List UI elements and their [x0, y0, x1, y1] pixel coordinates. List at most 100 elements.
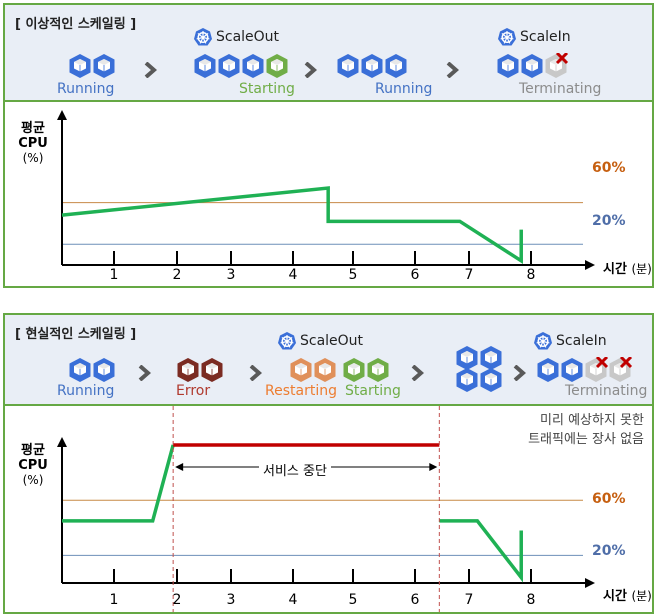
- state-running: Running: [57, 383, 115, 399]
- pod-icon: [480, 368, 502, 392]
- pod-icon: [290, 358, 312, 382]
- panel-title: [ 현실적인 스케일링 ]: [15, 327, 137, 342]
- pod-icon: [242, 54, 264, 78]
- pod-icon: [456, 346, 478, 370]
- pod-group-error: [175, 357, 223, 383]
- scale-out-event: ScaleOut: [193, 27, 279, 47]
- panel-title: [ 이상적인 스케일링 ]: [15, 17, 137, 32]
- x-tick-label: 1: [109, 267, 119, 283]
- y-axis-unit: (%): [22, 151, 44, 165]
- x-axis-unit: (분): [631, 262, 652, 276]
- chevron-right-icon: [304, 62, 317, 78]
- pod-icon: [218, 54, 240, 78]
- scale-in-label: ScaleIn: [520, 29, 571, 45]
- x-axis-title: 시간 (분): [603, 585, 652, 604]
- x-tick-label: 1: [109, 592, 119, 608]
- kubernetes-icon: [278, 332, 296, 350]
- pod-icon: [69, 358, 91, 382]
- annotation-note: 미리 예상하지 못한 트래픽에는 장사 없음: [528, 411, 644, 449]
- pod-icon: [201, 358, 223, 382]
- x-axis-arrow: [585, 260, 595, 270]
- pod-icon: [385, 54, 407, 78]
- chevron-right-icon: [513, 365, 526, 381]
- terminating-pod-icon: [585, 357, 609, 382]
- realistic-scaling-panel: [ 현실적인 스케일링 ] ScaleOut ScaleIn Running E…: [3, 313, 654, 614]
- cpu-line-chart: [57, 406, 595, 612]
- y-axis-title: 평균 CPU (%): [13, 443, 53, 488]
- x-tick-label: 8: [526, 592, 536, 608]
- terminating-pod-icon: [545, 53, 569, 78]
- x-axis-unit: (분): [631, 589, 652, 603]
- scale-in-event: ScaleIn: [497, 27, 571, 47]
- pod-icon: [537, 358, 559, 382]
- series-line: [439, 519, 523, 583]
- x-tick-label: 3: [226, 267, 236, 283]
- pod-icon: [314, 358, 336, 382]
- x-tick-label: 7: [464, 267, 474, 283]
- pod-icon: [93, 54, 115, 78]
- kubernetes-icon: [534, 332, 552, 350]
- pod-group-starting: [192, 53, 288, 79]
- x-tick-label: 4: [288, 592, 298, 608]
- pod-group-starting: [341, 357, 389, 383]
- scale-out-label: ScaleOut: [300, 333, 364, 349]
- x-tick-label: 6: [410, 267, 420, 283]
- state-running-scaled: Running: [375, 81, 433, 97]
- x-tick-label: 2: [172, 267, 182, 283]
- pod-icon: [69, 54, 91, 78]
- y-axis-title-kr: 평균: [21, 443, 45, 458]
- pod-icon: [194, 54, 216, 78]
- x-tick-label: 4: [288, 267, 298, 283]
- pod-group-running-scaled: [335, 53, 407, 79]
- y-axis-title: 평균 CPU (%): [13, 121, 53, 166]
- pod-icon: [521, 54, 543, 78]
- y-axis-arrow: [57, 110, 67, 120]
- pod-group-terminating: [535, 357, 633, 383]
- ideal-scaling-header: [5, 5, 652, 100]
- annotation-line-1: 미리 예상하지 못한: [540, 413, 644, 428]
- x-axis-title: 시간 (분): [603, 258, 652, 277]
- state-error: Error: [176, 383, 211, 399]
- x-axis-title-kr: 시간: [603, 262, 627, 277]
- scale-out-event: ScaleOut: [277, 331, 363, 351]
- series-line: [61, 186, 523, 265]
- chevron-right-icon: [411, 365, 424, 381]
- pod-group-terminating: [495, 53, 569, 79]
- pod-icon: [480, 346, 502, 370]
- state-terminating: Terminating: [565, 383, 648, 399]
- pod-icon: [367, 358, 389, 382]
- pod-icon: [177, 358, 199, 382]
- chevron-right-icon: [144, 62, 157, 78]
- pod-icon: [93, 358, 115, 382]
- x-tick-label: 7: [464, 592, 474, 608]
- state-starting: Starting: [345, 383, 401, 399]
- x-tick-label: 2: [172, 592, 182, 608]
- header-divider: [5, 404, 652, 406]
- reference-label-20: 20%: [592, 213, 626, 229]
- chevron-right-icon: [446, 62, 459, 78]
- kubernetes-icon: [498, 28, 516, 46]
- pod-icon: [266, 54, 288, 78]
- ideal-scaling-panel: [ 이상적인 스케일링 ] ScaleOut ScaleIn Running S…: [3, 3, 654, 288]
- pod-icon: [561, 358, 583, 382]
- chevron-right-icon: [249, 365, 262, 381]
- pod-icon: [456, 368, 478, 392]
- pod-icon: [337, 54, 359, 78]
- reference-label-60: 60%: [592, 160, 626, 176]
- pod-icon: [343, 358, 365, 382]
- header-divider: [5, 100, 652, 102]
- reference-label-20: 20%: [592, 543, 626, 559]
- series-line: [62, 444, 175, 523]
- reference-label-60: 60%: [592, 491, 626, 507]
- state-starting: Starting: [239, 81, 295, 97]
- y-axis-title-cpu: CPU: [18, 136, 48, 151]
- x-tick-label: 3: [226, 592, 236, 608]
- terminating-pod-icon: [609, 357, 633, 382]
- cpu-line-chart: [57, 110, 595, 270]
- state-terminating: Terminating: [519, 81, 602, 97]
- outage-arrow-head-right: [429, 463, 438, 471]
- scale-out-label: ScaleOut: [216, 29, 280, 45]
- x-tick-label: 5: [348, 267, 358, 283]
- pod-icon: [361, 54, 383, 78]
- chevron-right-icon: [138, 365, 151, 381]
